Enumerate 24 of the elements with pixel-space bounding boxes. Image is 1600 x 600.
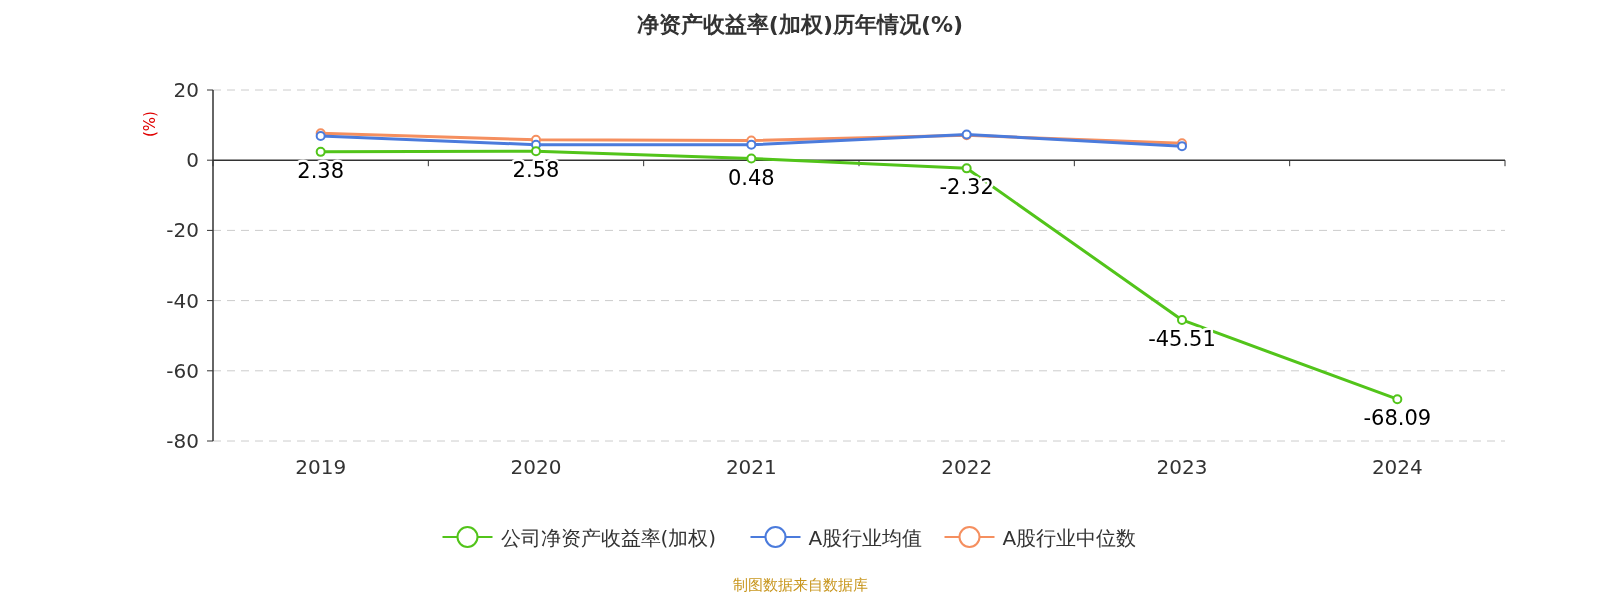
y-tick-label: -20 (166, 218, 199, 243)
y-tick-label: -40 (166, 288, 199, 313)
y-tick-label: 20 (173, 78, 199, 102)
legend-label: A股行业均值 (808, 526, 923, 550)
y-tick-label: -60 (166, 358, 199, 383)
chart-title: 净资产收益率(加权)历年情况(%) (636, 12, 964, 37)
legend-label: 公司净资产收益率(加权) (500, 526, 717, 550)
x-tick-label: 2019 (295, 455, 347, 479)
data-label: 0.48 (727, 165, 775, 190)
data-label: -68.09 (1363, 406, 1432, 431)
y-tick-label: 0 (186, 148, 199, 173)
x-tick-label: 2023 (1156, 455, 1208, 479)
y-axis-title: (%) (141, 111, 159, 137)
data-label: 2.58 (512, 158, 560, 183)
x-tick-label: 2020 (510, 455, 562, 479)
x-tick-label: 2021 (725, 455, 777, 479)
legend-label: A股行业中位数 (1002, 526, 1137, 550)
data-label: -45.51 (1148, 326, 1216, 351)
y-tick-label: -80 (166, 429, 199, 453)
data-label: -2.32 (939, 175, 994, 200)
text: 制图数据来自数据库 (732, 576, 868, 594)
data-label: 2.38 (297, 158, 345, 183)
x-tick-label: 2022 (941, 455, 993, 479)
x-tick-label: 2024 (1371, 455, 1423, 479)
